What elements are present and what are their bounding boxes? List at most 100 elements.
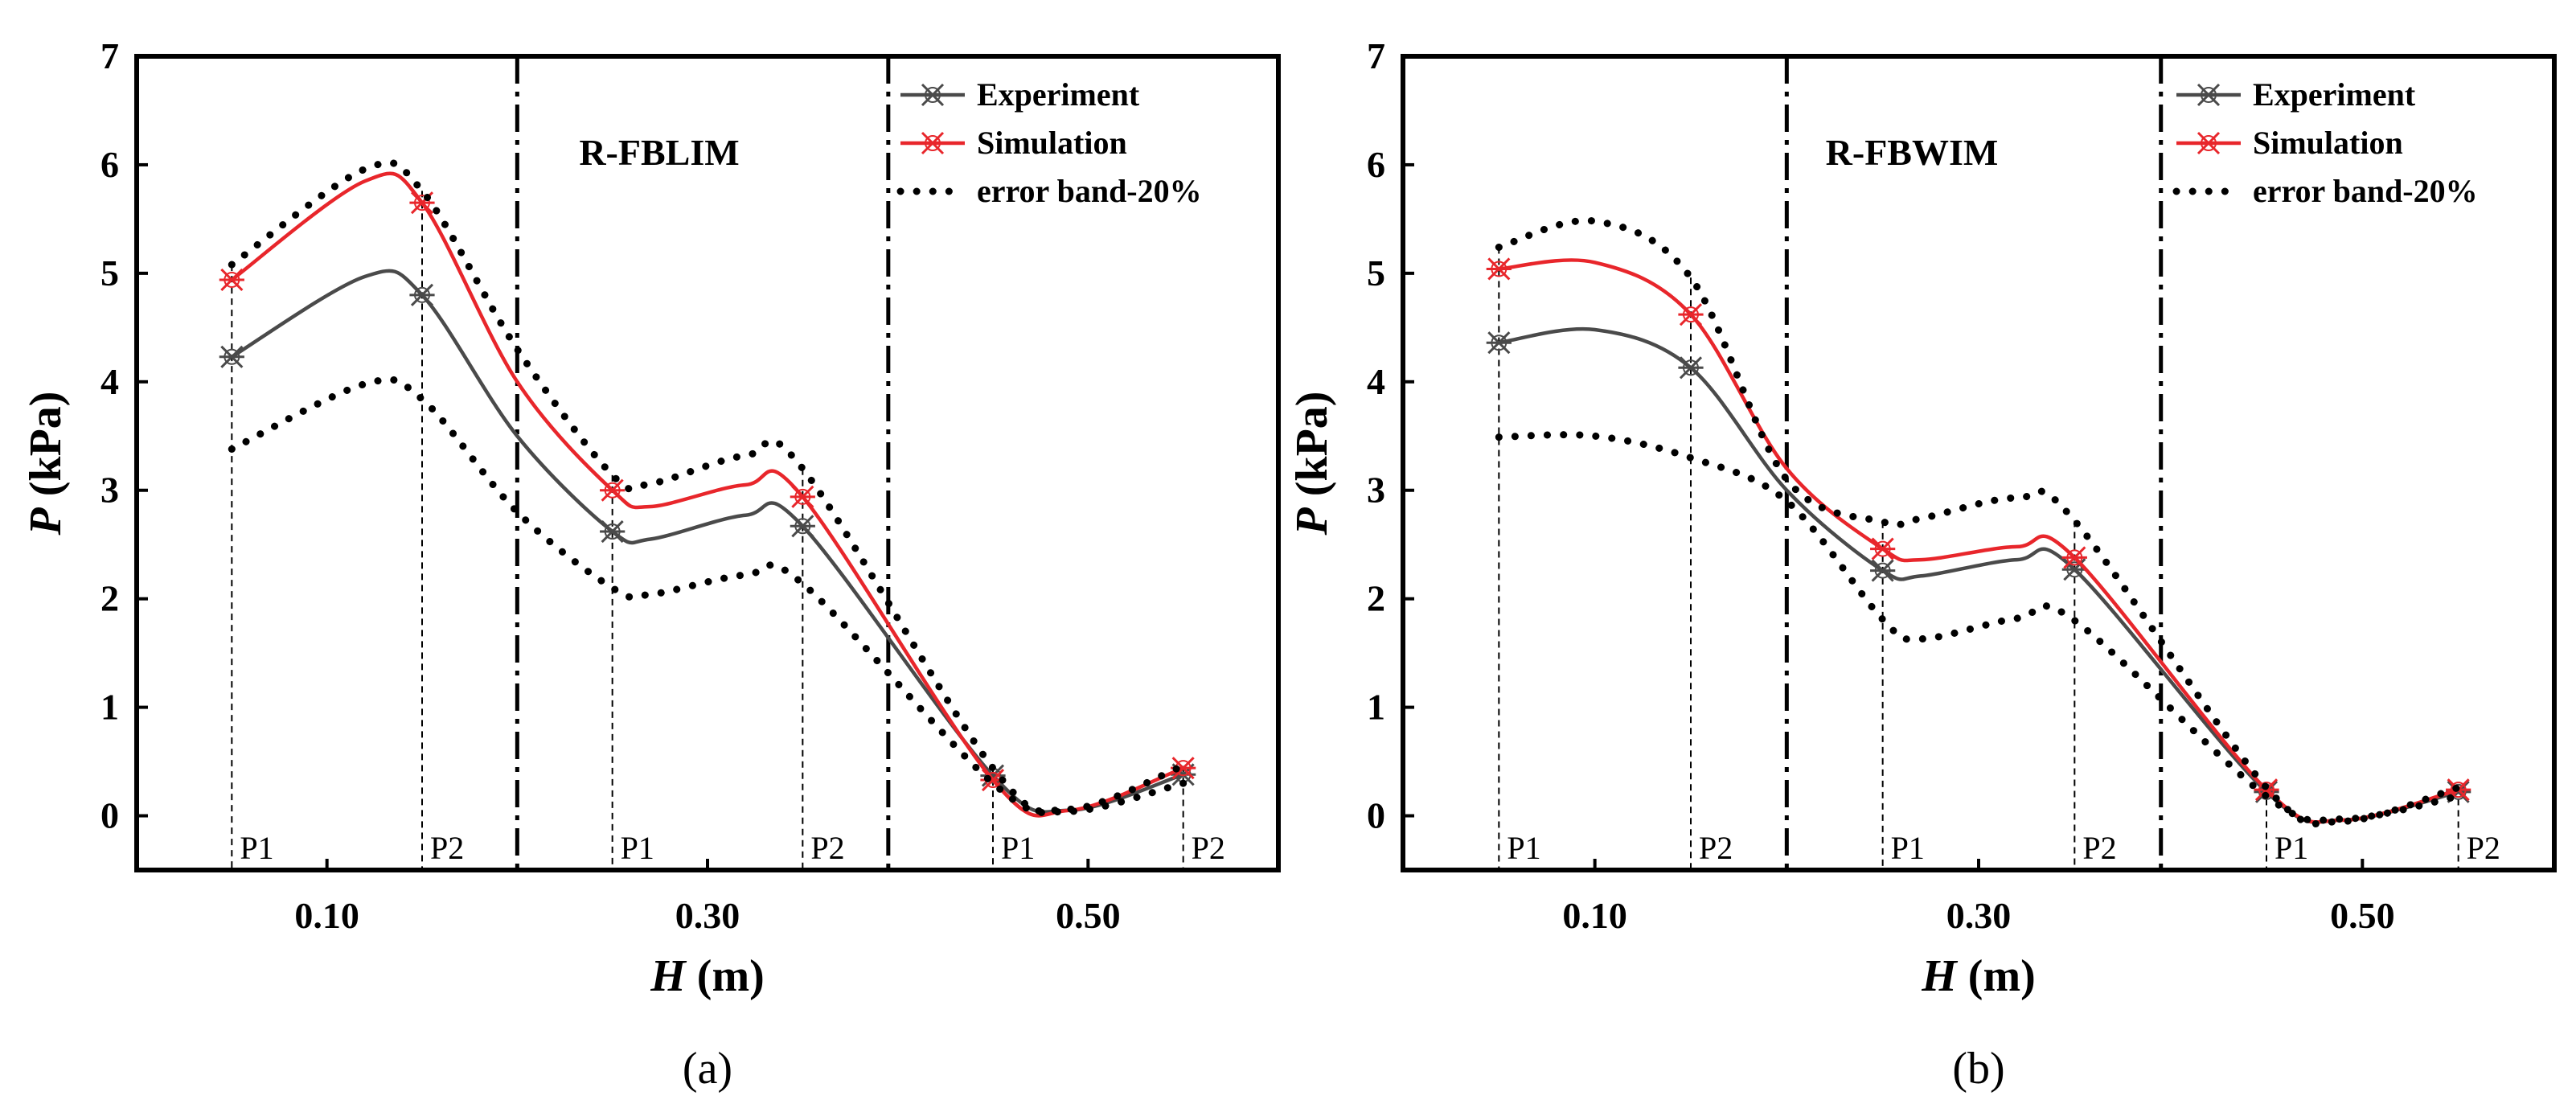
y-tick-label: 7	[100, 35, 119, 76]
y-tick-label: 5	[1367, 252, 1385, 293]
y-tick-label: 4	[100, 361, 119, 402]
data-point-simulation	[600, 478, 626, 502]
y-axis-label: P (kPa)	[21, 392, 71, 536]
data-point-experiment	[2061, 558, 2087, 581]
series-line-error-band-upper	[1495, 216, 2463, 827]
x-tick-label: 0.10	[1562, 895, 1627, 936]
data-point-experiment	[219, 345, 244, 368]
marker-ring	[604, 523, 621, 540]
probe-label: P2	[430, 830, 464, 866]
data-point-experiment	[1870, 559, 1896, 582]
marker-ring	[414, 286, 430, 303]
probe-label: P1	[240, 830, 273, 866]
marker-ring	[794, 488, 811, 505]
legend-entry: Experiment	[977, 76, 1140, 113]
marker-ring	[1683, 306, 1699, 323]
y-tick-label: 4	[1367, 361, 1385, 402]
y-tick-label: 0	[100, 795, 119, 836]
marker-ring	[1874, 562, 1891, 579]
marker-ring	[414, 195, 430, 211]
data-point-experiment	[600, 519, 626, 544]
x-tick-label: 0.10	[294, 895, 359, 936]
y-axis-unit: (kPa)	[1287, 392, 1337, 508]
y-tick-label: 6	[100, 144, 119, 185]
data-point-experiment	[790, 515, 815, 538]
marker-ring	[224, 348, 240, 365]
data-point-simulation	[1870, 537, 1896, 560]
probe-label: P1	[2275, 830, 2308, 866]
marker-ring	[224, 271, 240, 288]
marker-ring	[1683, 359, 1699, 376]
series-line-simulation	[230, 171, 1185, 818]
y-axis-unit: (kPa)	[21, 392, 71, 508]
marker-ring	[2066, 549, 2083, 566]
y-tick-label: 3	[1367, 470, 1385, 511]
data-point-simulation	[2061, 546, 2087, 569]
chart-panel-a: 0 1 2 3 4 5 6 7 0.10 0.30 0.50 H (m) P (kPa) P1 P2 P1 P2…	[21, 35, 1281, 1094]
data-point-experiment	[1678, 356, 1704, 380]
legend: Experiment Simulation error band-20%	[896, 76, 1202, 209]
y-tick-label: 3	[100, 470, 119, 511]
x-axis-unit: (m)	[686, 951, 765, 1001]
legend-marker	[920, 131, 945, 155]
legend-entry: error band-20%	[2253, 173, 2478, 209]
y-axis-symbol: P	[21, 507, 71, 536]
legend-marker	[2196, 83, 2221, 107]
series-line-experiment	[1497, 326, 2460, 824]
probe-label: P1	[1507, 830, 1540, 866]
data-point-simulation	[1678, 303, 1704, 326]
data-point-experiment	[409, 283, 435, 306]
marker-ring	[2066, 561, 2083, 578]
data-point-simulation	[219, 268, 244, 292]
y-tick-label: 6	[1367, 144, 1385, 185]
x-axis-unit: (m)	[1957, 951, 2036, 1001]
data-point-simulation	[790, 485, 815, 508]
y-axis-label: P (kPa)	[1287, 392, 1337, 536]
series-line-simulation	[1497, 258, 2460, 824]
y-tick-label: 2	[100, 578, 119, 619]
x-axis-label: H (m)	[650, 951, 765, 1001]
probe-label: P2	[2467, 830, 2500, 866]
probe-label: P1	[1001, 830, 1035, 866]
x-tick-label: 0.50	[1056, 895, 1121, 936]
y-tick-label: 2	[1367, 578, 1385, 619]
series-line-error-band-lower	[228, 376, 1188, 817]
y-tick-label: 1	[1367, 687, 1385, 728]
x-axis-symbol: H	[1921, 951, 1958, 1001]
x-axis-label: H (m)	[1921, 951, 2036, 1001]
probe-label: P2	[1192, 830, 1225, 866]
marker-ring	[1491, 335, 1507, 351]
marker-ring	[2201, 87, 2217, 103]
legend-entry: error band-20%	[977, 173, 1202, 209]
x-tick-label: 0.30	[675, 895, 740, 936]
y-tick-label: 1	[100, 687, 119, 728]
legend: Experiment Simulation error band-20%	[2172, 76, 2478, 209]
series-line-error-band-lower	[1495, 431, 2463, 824]
y-tick-label: 7	[1367, 35, 1385, 76]
series-line-error-band-upper	[228, 158, 1188, 815]
legend-marker	[920, 83, 945, 107]
legend-entry: Experiment	[2253, 76, 2416, 113]
marker-ring	[1491, 261, 1507, 277]
probe-label: P2	[1699, 830, 1733, 866]
y-axis-symbol: P	[1287, 507, 1337, 536]
marker-ring	[794, 518, 811, 535]
probe-label: P2	[810, 830, 844, 866]
marker-ring	[604, 482, 621, 499]
marker-ring	[925, 87, 941, 103]
panel-label: (a)	[683, 1044, 732, 1094]
data-point-simulation	[409, 191, 435, 215]
probe-label: P1	[621, 830, 654, 866]
legend-entry: Simulation	[2253, 125, 2403, 161]
x-tick-label: 0.50	[2330, 895, 2395, 936]
probe-label: P1	[1891, 830, 1925, 866]
chart-panel-b: 0 1 2 3 4 5 6 7 0.10 0.30 0.50 H (m) P (kPa) P1 P2 P1 P2…	[1287, 35, 2557, 1094]
x-axis-symbol: H	[650, 951, 687, 1001]
marker-ring	[2450, 782, 2467, 798]
data-point-experiment	[1486, 331, 1512, 355]
marker-ring	[925, 135, 941, 151]
marker-ring	[1874, 540, 1891, 557]
marker-ring	[2201, 135, 2217, 151]
legend-marker	[2196, 131, 2221, 155]
